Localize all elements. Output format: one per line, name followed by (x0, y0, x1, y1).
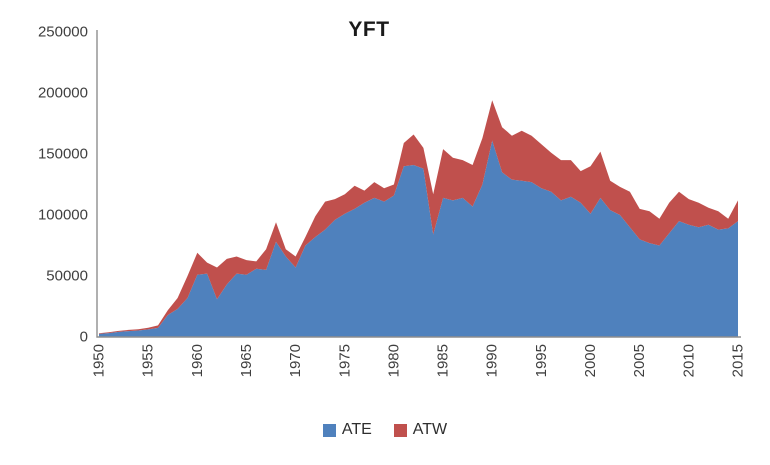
x-axis-tick-label: 1970 (287, 344, 304, 377)
legend-label-ate: ATE (341, 421, 372, 438)
x-axis-tick-label: 2010 (680, 344, 697, 377)
x-axis-tick-label: 1975 (336, 344, 353, 377)
x-axis-tick-label: 2015 (730, 344, 747, 377)
x-axis-tick-label: 1955 (140, 344, 157, 377)
x-axis-tick-label: 1985 (435, 344, 452, 377)
axis-lines (96, 30, 741, 338)
y-axis-tick-label: 200000 (38, 85, 88, 102)
x-axis-tick-label: 1960 (189, 344, 206, 377)
legend: ATE ATW (0, 421, 770, 439)
area-series-ate (99, 140, 738, 337)
x-axis-tick-label: 1965 (238, 344, 255, 377)
legend-item-ate: ATE (322, 421, 372, 439)
legend-item-atw: ATW (393, 421, 448, 439)
x-axis-tick-label: 1950 (91, 344, 108, 377)
x-axis-tick-label: 1990 (484, 344, 501, 377)
x-axis-tick-label: 1980 (385, 344, 402, 377)
y-axis-tick-label: 100000 (38, 207, 88, 224)
area-series-atw (99, 100, 738, 334)
y-axis-tick-label: 50000 (46, 268, 88, 285)
legend-swatch-ate (322, 423, 336, 437)
chart-title: YFT (348, 18, 390, 41)
y-axis-tick-label: 150000 (38, 146, 88, 163)
x-axis-tick-label: 2000 (582, 344, 599, 377)
x-axis-tick-label: 1995 (533, 344, 550, 377)
y-axis-tick-label: 250000 (38, 24, 88, 41)
y-axis-tick-label: 0 (80, 329, 88, 346)
x-axis-tick-label: 2005 (631, 344, 648, 377)
legend-label-atw: ATW (412, 421, 448, 438)
legend-swatch-atw (393, 423, 407, 437)
